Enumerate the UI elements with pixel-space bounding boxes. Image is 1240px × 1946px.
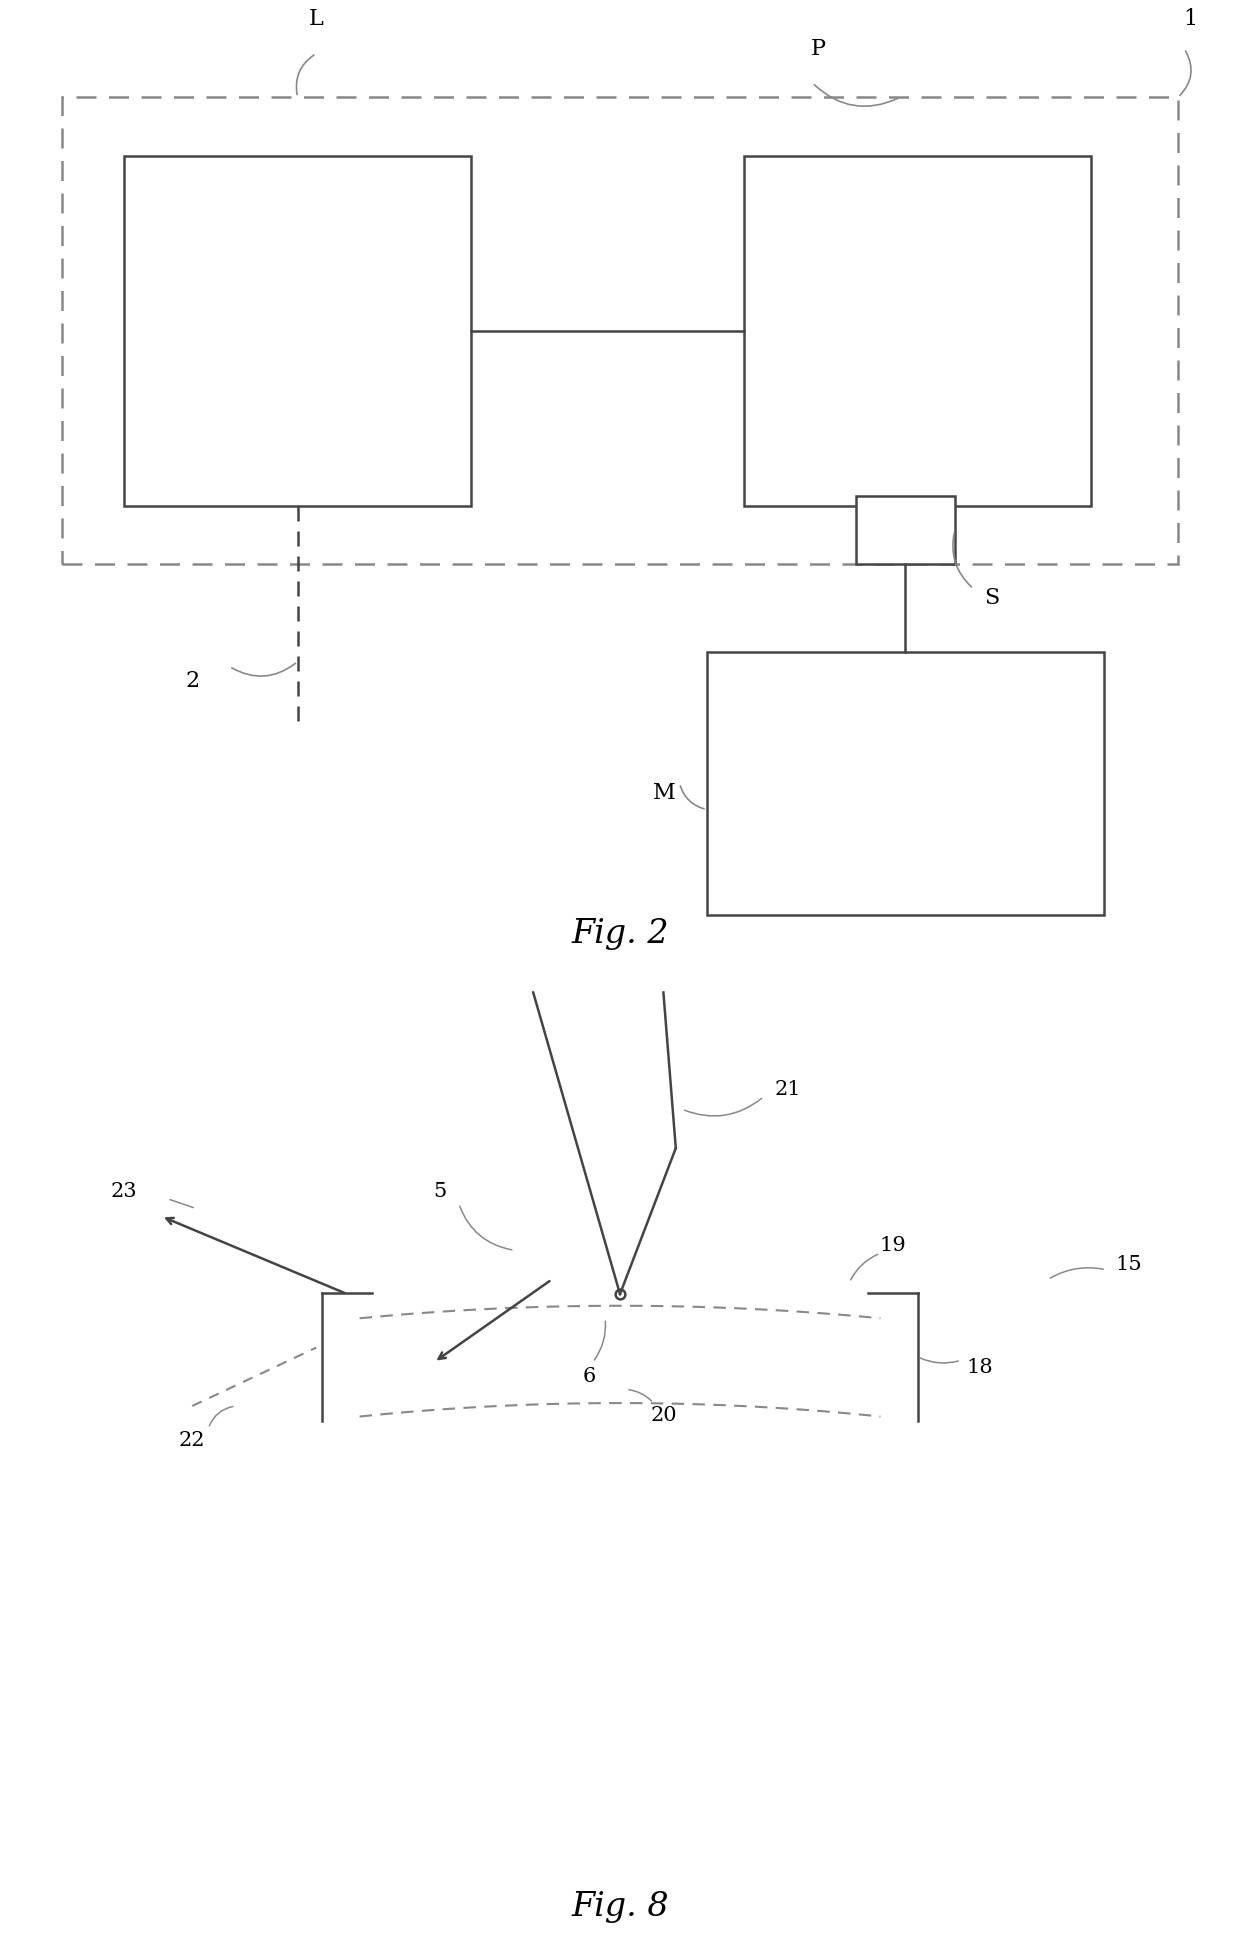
Text: 19: 19	[879, 1236, 906, 1255]
Text: 23: 23	[110, 1183, 138, 1201]
Text: 15: 15	[1115, 1255, 1142, 1275]
Bar	[856, 496, 955, 564]
Text: 21: 21	[774, 1080, 801, 1099]
Bar	[124, 156, 471, 506]
Text: 22: 22	[179, 1430, 206, 1450]
Text: 20: 20	[650, 1407, 677, 1424]
Text: S: S	[985, 588, 999, 609]
Text: P: P	[811, 37, 826, 60]
Text: 2: 2	[185, 669, 200, 693]
Text: Fig. 2: Fig. 2	[572, 919, 668, 950]
Text: 18: 18	[966, 1358, 993, 1376]
Text: 1: 1	[1183, 8, 1198, 31]
Text: 6: 6	[583, 1368, 595, 1386]
Text: Fig. 8: Fig. 8	[572, 1892, 668, 1923]
Bar	[707, 652, 1104, 915]
Text: 5: 5	[434, 1183, 446, 1201]
Text: M: M	[653, 782, 676, 804]
Bar	[62, 97, 1178, 564]
Text: L: L	[309, 8, 324, 31]
Bar	[744, 156, 1091, 506]
